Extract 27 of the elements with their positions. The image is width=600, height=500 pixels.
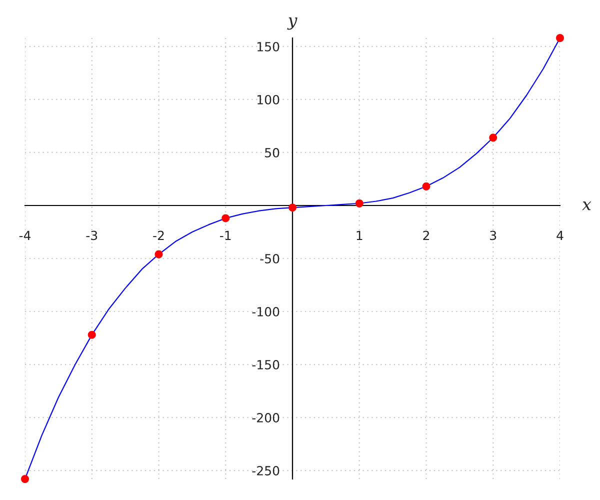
point (556, 34, 564, 42)
point (355, 199, 364, 208)
x-tick-label: -3 (86, 230, 98, 240)
point (154, 250, 163, 258)
point (422, 182, 430, 190)
x-tick-label: -2 (153, 230, 164, 240)
point (88, 330, 96, 339)
y-axis-title: y (287, 17, 298, 30)
y-tick-label: 150 (258, 42, 280, 52)
y-tick-label: -200 (252, 412, 280, 422)
point (21, 475, 29, 483)
x-tick-label: 1 (356, 230, 362, 240)
x-axis-title: x (582, 201, 592, 210)
x-tick-label: -4 (19, 230, 31, 240)
point (222, 214, 230, 222)
y-tick-label: 50 (265, 148, 280, 158)
point (288, 204, 296, 212)
x-tick-label: 4 (556, 230, 564, 240)
y-tick-label: -150 (252, 360, 280, 370)
x-tick-label: -1 (220, 230, 231, 240)
x-tick-label: 3 (490, 230, 496, 240)
y-tick-label: 100 (258, 94, 280, 104)
point (489, 134, 498, 142)
y-tick-label: -250 (252, 466, 280, 476)
y-tick-label: -50 (260, 254, 280, 264)
y-tick-label: -100 (252, 306, 280, 316)
x-tick-label: 2 (423, 230, 429, 240)
